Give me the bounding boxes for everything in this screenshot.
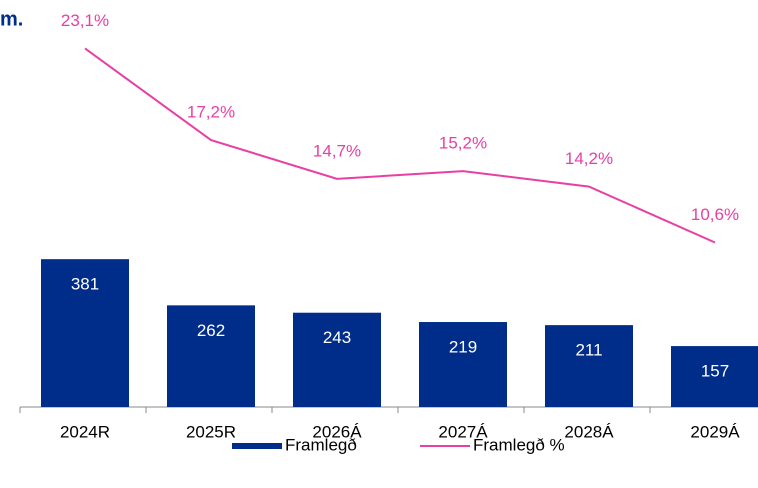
line-label: 14,7% bbox=[313, 141, 361, 160]
bar-label: 243 bbox=[323, 328, 351, 347]
legend-label: Framlegð bbox=[285, 435, 357, 454]
x-tick-label: 2029Á bbox=[690, 422, 740, 441]
chart-title: m. bbox=[0, 8, 23, 30]
line bbox=[84, 47, 716, 244]
line-label: 17,2% bbox=[187, 103, 235, 122]
legend-label: Framlegð % bbox=[473, 435, 565, 454]
line-label: 15,2% bbox=[439, 134, 487, 153]
bar bbox=[167, 305, 255, 407]
bar-label: 381 bbox=[71, 275, 99, 294]
x-tick-label: 2025R bbox=[186, 422, 236, 441]
bar-label: 157 bbox=[701, 362, 729, 381]
bar bbox=[545, 325, 633, 407]
line-label: 10,6% bbox=[691, 205, 739, 224]
x-tick-label: 2027Á bbox=[438, 422, 488, 441]
bar-label: 211 bbox=[575, 341, 602, 360]
bar bbox=[671, 346, 758, 407]
bar bbox=[419, 322, 507, 407]
legend-swatch bbox=[232, 443, 282, 449]
bar bbox=[293, 312, 381, 407]
bar-label: 262 bbox=[197, 321, 225, 340]
line-label: 14,2% bbox=[565, 149, 613, 168]
x-tick-label: 2028Á bbox=[564, 422, 614, 441]
bar-label: 219 bbox=[449, 338, 477, 357]
x-tick-label: 2024R bbox=[60, 422, 110, 441]
x-tick-label: 2026Á bbox=[312, 422, 362, 441]
bar bbox=[41, 259, 129, 407]
line-label: 23,1% bbox=[61, 11, 109, 30]
